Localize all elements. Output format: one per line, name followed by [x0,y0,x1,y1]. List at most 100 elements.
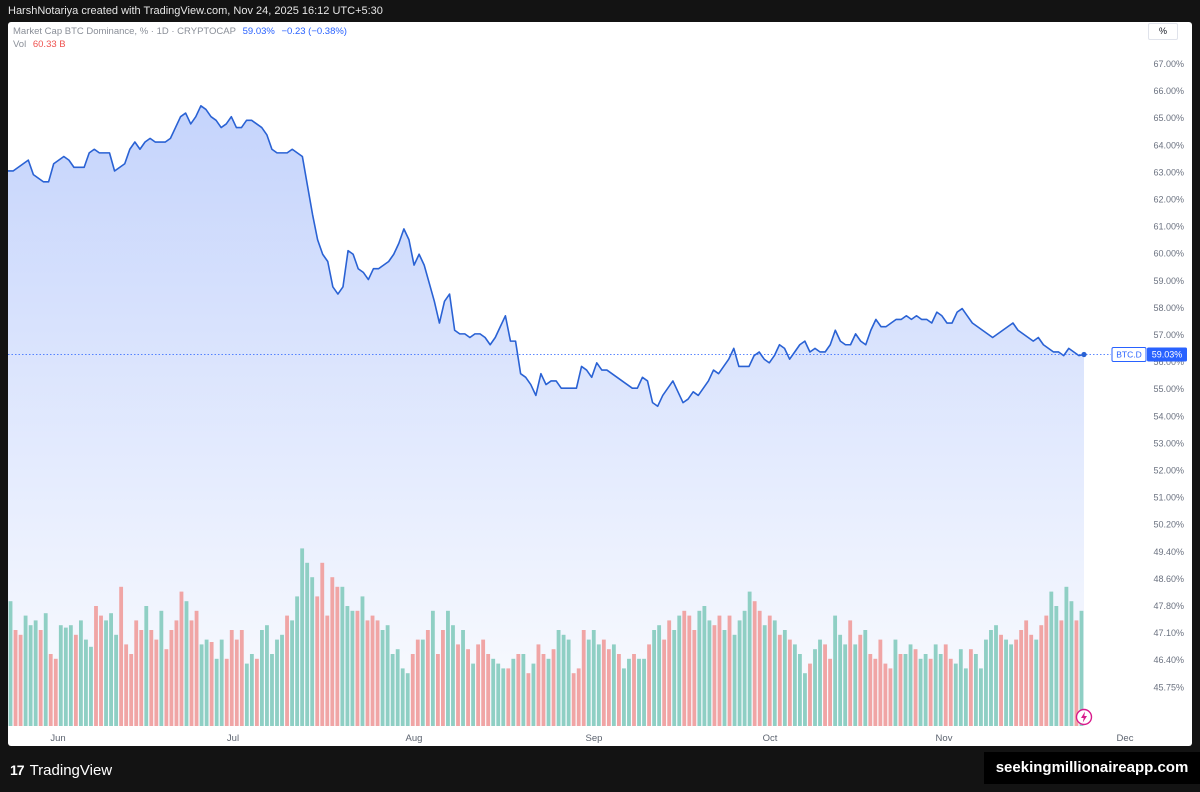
volume-bar [647,644,651,726]
volume-bar [194,610,199,726]
volume-bar [591,630,596,726]
volume-bar [888,668,893,726]
volume-bar [1024,620,1029,726]
area-fill [8,105,1084,726]
volume-bar [239,630,244,726]
volume-bar [662,639,667,726]
volume-bar [380,630,385,726]
volume-bar [576,668,581,726]
y-tick-label: 58.00% [1153,303,1184,313]
volume-bar [963,668,968,726]
volume-bar [968,649,973,726]
volume-bar [803,673,807,726]
volume-bars [8,548,1084,726]
volume-bar [461,630,465,726]
volume-bar [571,673,576,726]
volume-bar [1049,591,1054,726]
website-watermark: seekingmillionaireapp.com [984,752,1200,784]
volume-bar [516,654,521,726]
volume-bar [531,663,536,726]
chart-panel[interactable]: 67.00% 66.00% 65.00% 64.00% 63.00% 62.00% 61.0… [8,22,1192,746]
volume-bar [184,601,189,726]
volume-bar [400,668,405,726]
volume-bar [1059,620,1064,726]
volume-bar [430,610,435,726]
percent-scale-button[interactable]: % [1148,23,1178,40]
y-tick-label: 47.10% [1153,628,1184,638]
volume-bar [752,601,757,726]
volume-bar [813,649,817,726]
volume-bar [898,654,903,726]
volume-bar [732,634,737,726]
volume-bar [581,630,586,726]
volume-bar [893,639,898,726]
volume-bar [28,625,33,726]
volume-bar [189,620,194,726]
x-tick-label: Oct [763,733,778,744]
volume-bar [762,625,767,726]
volume-bar [717,615,722,726]
volume-bar [109,613,113,726]
x-tick-label: Jun [50,733,65,744]
volume-bar [360,596,365,726]
volume-bar [1014,639,1019,726]
volume-bar [843,644,848,726]
volume-bar [446,610,450,726]
btc-dominance-chart[interactable]: 67.00% 66.00% 65.00% 64.00% 63.00% 62.00% 61.0… [8,22,1192,746]
volume-bar [823,644,827,726]
volume-bar [43,613,48,726]
volume-bar [979,668,983,726]
y-tick-label: 49.40% [1153,547,1184,557]
y-tick-label: 53.00% [1153,438,1184,448]
volume-bar [214,658,219,726]
x-axis: Jun Jul Aug Sep Oct Nov Dec [50,733,1133,744]
volume-bar [420,639,425,726]
volume-bar [742,610,747,726]
volume-bar [913,649,918,726]
volume-bar [179,591,184,726]
volume-bar [466,649,470,726]
volume-bar [8,601,13,726]
volume-bar [828,658,832,726]
volume-bar [451,625,455,726]
volume-bar [229,630,234,726]
volume-bar [994,625,998,726]
y-tick-label: 54.00% [1153,411,1184,421]
volume-bar [1039,625,1044,726]
volume-bar [798,654,802,726]
volume-bar [566,639,571,726]
lightning-icon[interactable] [1075,708,1093,726]
volume-bar [757,610,762,726]
y-tick-label: 51.00% [1153,493,1184,503]
volume-bar [903,654,908,726]
volume-bar [345,606,350,726]
volume-bar [441,630,445,726]
tradingview-name: TradingView [29,761,113,779]
volume-bar [330,577,335,726]
volume-bar [561,634,566,726]
volume-bar [858,634,863,726]
vol-value: 60.33 B [32,39,66,50]
volume-bar [918,658,923,726]
volume-bar [883,663,888,726]
volume-bar [224,658,229,726]
y-tick-label: 52.00% [1153,466,1184,476]
volume-bar [943,644,948,726]
volume-bar [405,673,410,726]
volume-bar [1069,601,1074,726]
volume-bar [320,562,325,726]
price-tag-symbol-box [1111,347,1147,363]
volume-bar [873,658,878,726]
volume-bar [209,642,214,726]
volume-bar [712,625,717,726]
volume-bar [863,630,868,726]
volume-bar [139,630,144,726]
volume-bar [134,620,139,726]
volume-bar [1054,606,1059,726]
volume-bar [375,620,380,726]
volume-bar [410,654,415,726]
volume-bar [521,654,526,726]
volume-bar [435,654,440,726]
volume-bar [415,639,420,726]
volume-bar [129,654,134,726]
